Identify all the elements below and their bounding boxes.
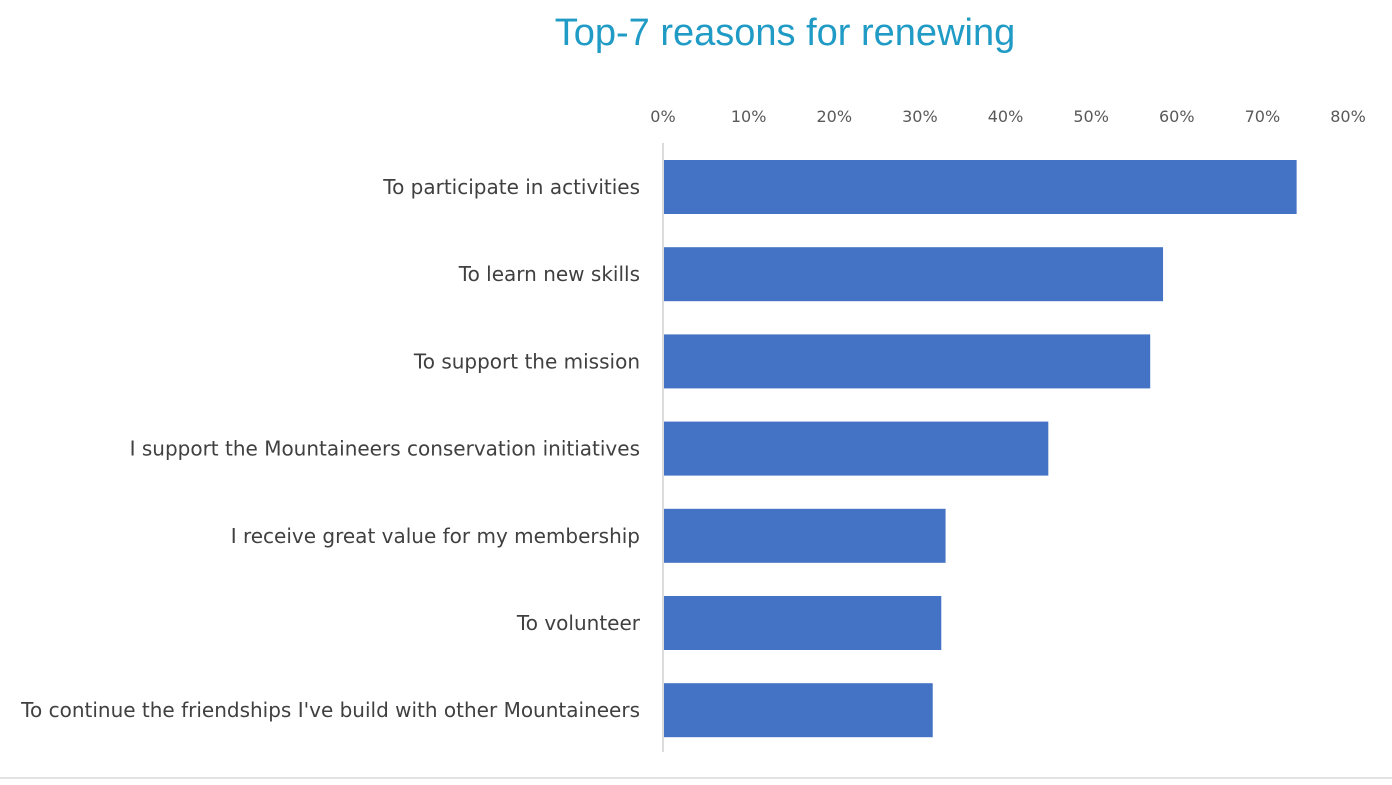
x-tick-label: 0% bbox=[650, 107, 675, 126]
bar bbox=[664, 683, 933, 738]
x-tick-label: 50% bbox=[1073, 107, 1109, 126]
category-label: To continue the friendships I've build w… bbox=[20, 698, 640, 722]
bars bbox=[664, 160, 1297, 738]
category-label: To support the mission bbox=[413, 349, 640, 373]
category-label: To volunteer bbox=[516, 611, 641, 635]
chart-title: Top-7 reasons for renewing bbox=[554, 12, 1016, 54]
x-tick-label: 20% bbox=[816, 107, 852, 126]
x-tick-label: 40% bbox=[988, 107, 1024, 126]
bar bbox=[664, 596, 942, 650]
category-label: I receive great value for my membership bbox=[231, 524, 640, 548]
x-tick-label: 70% bbox=[1245, 107, 1281, 126]
bar bbox=[664, 160, 1297, 214]
category-labels: To participate in activities To learn new… bbox=[20, 175, 641, 722]
category-label: To participate in activities bbox=[382, 175, 640, 199]
bar bbox=[664, 421, 1049, 476]
x-axis-ticks: 0% 10% 20% 30% 40% 50% 60% 70% 80% bbox=[650, 107, 1365, 126]
bottom-divider bbox=[0, 777, 1392, 779]
bar bbox=[664, 247, 1164, 302]
bar bbox=[664, 508, 946, 563]
category-label: I support the Mountaineers conservation … bbox=[130, 437, 640, 461]
x-tick-label: 10% bbox=[731, 107, 767, 126]
x-tick-label: 60% bbox=[1159, 107, 1195, 126]
x-tick-label: 30% bbox=[902, 107, 938, 126]
x-tick-label: 80% bbox=[1330, 107, 1366, 126]
bar bbox=[664, 334, 1151, 389]
category-label: To learn new skills bbox=[458, 262, 640, 286]
